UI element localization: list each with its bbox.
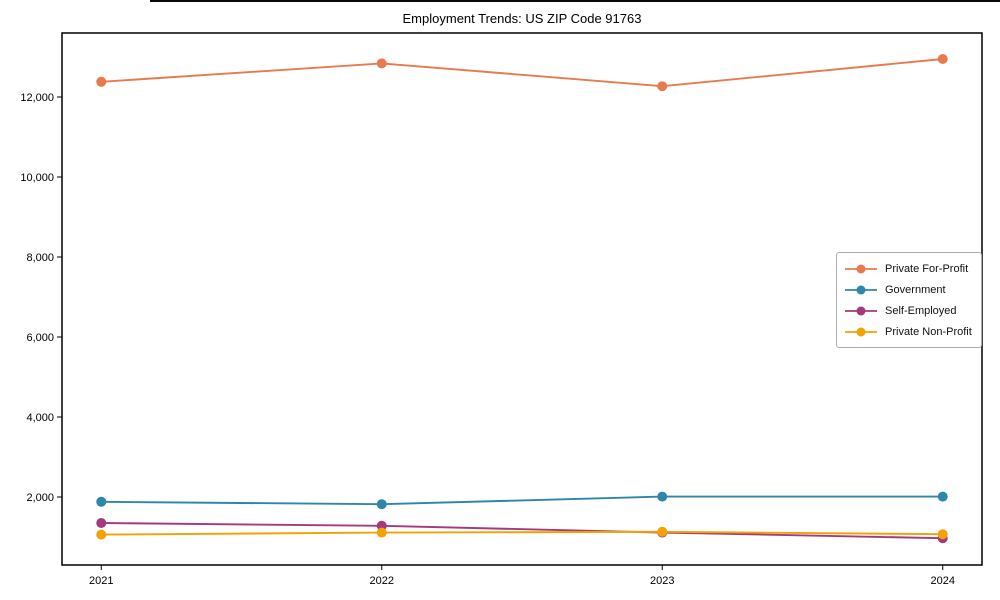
y-tick-label: 8,000 — [26, 252, 54, 264]
line-private-non-profit — [101, 530, 943, 536]
line-marker-icon — [845, 264, 877, 273]
top-edge-line — [150, 0, 1000, 2]
marker-government-2021 — [96, 496, 107, 507]
marker-private-for-profit-2022 — [376, 58, 387, 69]
legend-label: Private For-Profit — [885, 262, 969, 275]
marker-private-non-profit-2021 — [96, 529, 107, 540]
marker-private-non-profit-2022 — [376, 527, 387, 538]
legend-label: Self-Employed — [885, 304, 957, 317]
line-self-employed — [101, 522, 943, 540]
legend-entry: Private Non-Profit — [844, 326, 974, 338]
legend-entry: Government — [844, 284, 974, 296]
line-government — [101, 495, 943, 506]
line-marker-icon — [845, 306, 877, 315]
marker-government-2022 — [376, 499, 387, 510]
x-tick-label: 2022 — [370, 575, 394, 587]
marker-self-employed-2021 — [96, 518, 107, 528]
legend-label: Government — [885, 283, 946, 296]
chart-title: Employment Trends: US ZIP Code 91763 — [402, 11, 642, 26]
legend-entry: Self-Employed — [844, 305, 974, 317]
marker-private-for-profit-2023 — [657, 81, 668, 92]
x-tick-label: 2024 — [930, 575, 954, 587]
legend-box: Private For-Profit Government Self-Emplo… — [836, 252, 982, 348]
line-private-for-profit — [101, 58, 943, 88]
marker-private-for-profit-2024 — [937, 54, 948, 64]
line-marker-icon — [845, 285, 877, 294]
x-tick-label: 2021 — [89, 575, 113, 587]
marker-private-non-profit-2024 — [937, 529, 948, 540]
y-tick-label: 4,000 — [26, 412, 54, 424]
marker-private-non-profit-2023 — [657, 526, 668, 537]
y-tick-label: 6,000 — [26, 332, 54, 344]
y-tick-label: 12,000 — [20, 92, 54, 104]
y-tick-label: 2,000 — [26, 492, 54, 504]
marker-private-for-profit-2021 — [96, 76, 107, 87]
marker-government-2024 — [937, 491, 948, 502]
legend-entry: Private For-Profit — [844, 263, 974, 275]
marker-government-2023 — [657, 491, 668, 502]
legend-label: Private Non-Profit — [885, 325, 972, 338]
plot-frame — [61, 32, 983, 566]
line-marker-icon — [845, 327, 877, 336]
y-tick-label: 10,000 — [20, 172, 54, 184]
x-tick-label: 2023 — [650, 575, 674, 587]
